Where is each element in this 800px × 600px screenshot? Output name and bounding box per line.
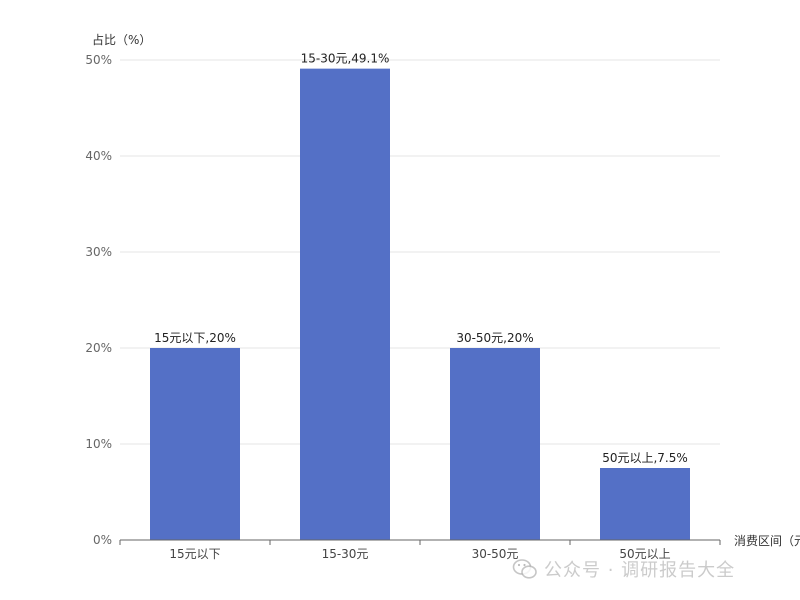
y-tick-label: 10% <box>85 437 112 451</box>
x-axis-title: 消费区间（元 <box>734 534 800 548</box>
x-tick-label: 50元以上 <box>619 547 670 561</box>
x-tick-label: 15元以下 <box>169 547 220 561</box>
watermark: 公众号 · 调研报告大全 <box>512 556 735 582</box>
x-tick-label: 30-50元 <box>472 547 519 561</box>
bar <box>600 468 690 540</box>
y-tick-label: 40% <box>85 149 112 163</box>
bar-data-label: 30-50元,20% <box>456 331 533 345</box>
y-tick-label: 50% <box>85 53 112 67</box>
y-tick-labels: 0% 10% 20% 30% 40% 50% <box>85 53 112 547</box>
bar-data-label: 15-30元,49.1% <box>301 52 390 66</box>
wechat-icon <box>512 559 537 579</box>
y-tick-label: 30% <box>85 245 112 259</box>
bar <box>150 348 240 540</box>
bar <box>300 68 390 540</box>
y-tick-label: 0% <box>93 533 112 547</box>
bar-data-labels: 15元以下,20% 15-30元,49.1% 30-50元,20% 50元以上,7.5… <box>154 52 688 465</box>
y-tick-label: 20% <box>85 341 112 355</box>
bars <box>150 68 690 540</box>
x-tick-label: 15-30元 <box>322 547 369 561</box>
x-axis: 15元以下 15-30元 30-50元 50元以上 <box>119 539 721 561</box>
bar-data-label: 50元以上,7.5% <box>602 451 688 465</box>
bar-data-label: 15元以下,20% <box>154 331 236 345</box>
watermark-text: 公众号 · 调研报告大全 <box>544 560 736 581</box>
y-axis-title: 占比（%） <box>92 32 151 47</box>
bar <box>450 348 540 540</box>
